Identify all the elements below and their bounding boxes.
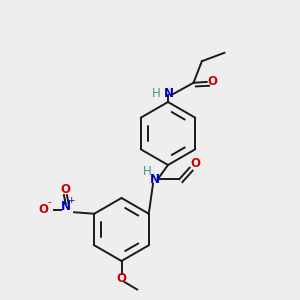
- Text: +: +: [68, 196, 75, 205]
- Text: H: H: [152, 87, 161, 101]
- Text: O: O: [208, 75, 218, 88]
- Text: H: H: [142, 165, 152, 178]
- Text: O: O: [38, 203, 49, 216]
- Text: N: N: [164, 87, 174, 101]
- Text: N: N: [61, 200, 71, 213]
- Text: O: O: [190, 157, 201, 170]
- Text: O: O: [61, 183, 71, 196]
- Text: -: -: [48, 197, 51, 207]
- Text: N: N: [149, 172, 160, 186]
- Text: O: O: [116, 272, 127, 286]
